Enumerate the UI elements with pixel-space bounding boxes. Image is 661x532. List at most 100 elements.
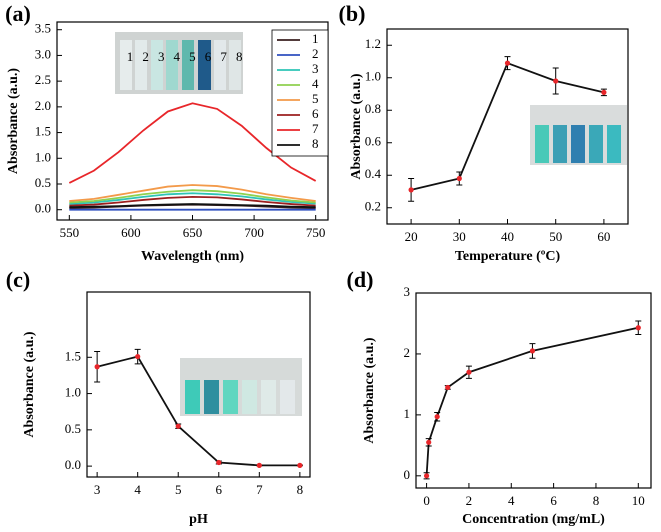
plot-frame: [415, 292, 652, 489]
x-tick-label: 8: [593, 493, 600, 508]
x-axis-label: Temperature (ºC): [455, 249, 561, 264]
legend-label: 4: [312, 76, 319, 91]
y-tick-label: 3.0: [35, 46, 51, 61]
panel-label: (a): [5, 1, 31, 26]
x-tick-label: 20: [405, 229, 418, 244]
inset-label: 5: [189, 49, 196, 64]
inset-label: 6: [205, 49, 212, 64]
y-tick-label: 1.0: [65, 385, 81, 400]
inset-photo-c: [180, 358, 302, 416]
data-point: [256, 462, 262, 468]
y-tick-label: 1.5: [65, 348, 81, 363]
spectrum-line: [69, 203, 316, 209]
x-axis-label: pH: [189, 512, 208, 527]
panel-label: (b): [339, 1, 366, 26]
y-tick-label: 2.5: [35, 72, 51, 87]
inset-label: 1: [127, 49, 134, 64]
x-tick-label: 750: [306, 225, 326, 240]
y-tick-label: 2: [404, 345, 411, 360]
x-tick-label: 5: [175, 482, 182, 497]
inset-photo-b: [530, 105, 627, 165]
y-tick-label: 1.2: [365, 36, 381, 51]
x-tick-label: 0: [423, 493, 430, 508]
inset-label: 2: [142, 49, 149, 64]
data-line: [96, 355, 300, 467]
x-tick-label: 2: [466, 493, 473, 508]
inset-label: 8: [236, 49, 243, 64]
x-tick-label: 600: [121, 225, 141, 240]
data-point: [445, 384, 451, 391]
y-tick-label: 0: [404, 467, 411, 482]
y-tick-label: 0.0: [65, 457, 81, 472]
data-point: [601, 89, 607, 95]
legend-label: 3: [312, 61, 319, 76]
x-tick-label: 550: [60, 225, 80, 240]
data-point: [408, 187, 414, 193]
inset-label: 7: [220, 49, 227, 64]
data-point: [529, 348, 536, 354]
y-tick-label: 0.5: [35, 175, 51, 190]
legend-label: 5: [312, 91, 319, 106]
panel-label: (d): [347, 267, 374, 292]
y-tick-label: 3.5: [35, 21, 51, 36]
x-tick-label: 4: [134, 482, 141, 497]
y-tick-label: 0.4: [365, 166, 382, 181]
data-point: [466, 369, 472, 375]
inset-label: 4: [174, 49, 181, 64]
data-point: [94, 364, 100, 370]
data-point: [553, 78, 559, 84]
spectrum-line: [69, 195, 316, 207]
data-point: [426, 439, 432, 445]
x-tick-label: 10: [632, 493, 645, 508]
y-axis-label: Absorbance (a.u.): [349, 73, 364, 180]
y-tick-label: 1.0: [35, 149, 51, 164]
data-point: [456, 175, 462, 182]
data-point: [297, 462, 303, 468]
data-point: [135, 353, 141, 360]
data-point: [504, 60, 511, 66]
y-tick-label: 1: [404, 406, 411, 421]
x-tick-label: 6: [216, 482, 223, 497]
y-tick-label: 2.0: [35, 98, 51, 113]
y-tick-label: 0.2: [365, 199, 381, 214]
data-point: [216, 459, 222, 466]
x-tick-label: 650: [183, 225, 203, 240]
data-point: [175, 423, 181, 429]
y-tick-label: 0.0: [35, 201, 51, 216]
inset-label: 3: [158, 49, 165, 64]
x-tick-label: 50: [549, 229, 562, 244]
legend-box: [271, 29, 329, 157]
x-tick-label: 700: [244, 225, 264, 240]
y-tick-label: 0.5: [65, 421, 81, 436]
data-point: [423, 473, 430, 479]
y-axis-label: Absorbance (a.u.): [6, 68, 21, 175]
legend-label: 6: [312, 106, 319, 121]
x-axis-label: Wavelength (nm): [141, 249, 244, 264]
x-tick-label: 7: [256, 482, 263, 497]
y-tick-label: 0.6: [365, 134, 382, 149]
x-tick-label: 6: [550, 493, 557, 508]
x-tick-label: 60: [597, 229, 610, 244]
y-axis-label: Absorbance (a.u.): [22, 331, 37, 438]
y-tick-label: 1.0: [365, 69, 381, 84]
legend-label: 1: [312, 31, 319, 46]
y-tick-label: 3: [404, 284, 411, 299]
inset-photo-a: [115, 32, 243, 94]
spectrum-line: [69, 189, 316, 204]
x-tick-label: 40: [501, 229, 514, 244]
panel-label: (c): [6, 267, 30, 292]
legend-label: 7: [312, 121, 319, 136]
legend-label: 2: [312, 46, 319, 61]
x-tick-label: 3: [94, 482, 101, 497]
x-tick-label: 8: [297, 482, 304, 497]
x-axis-label: Concentration (mg/mL): [462, 512, 605, 527]
data-point: [434, 414, 440, 420]
plot-frame: [86, 291, 311, 478]
data-point: [635, 325, 641, 331]
x-tick-label: 30: [453, 229, 466, 244]
x-tick-label: 4: [508, 493, 515, 508]
y-axis-label: Absorbance (a.u.): [362, 337, 377, 444]
y-tick-label: 1.5: [35, 124, 51, 139]
